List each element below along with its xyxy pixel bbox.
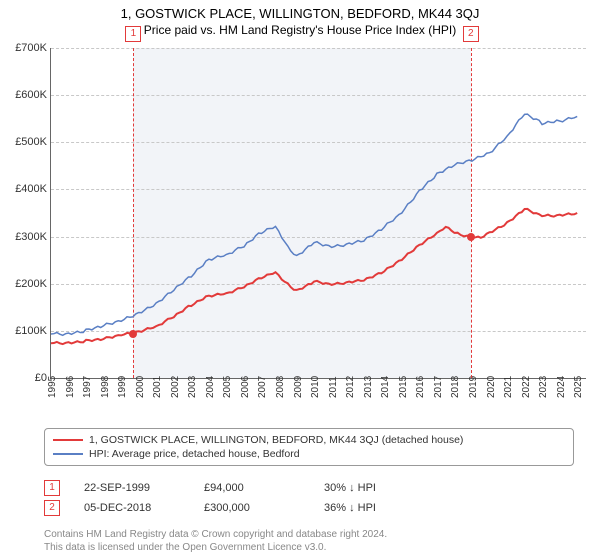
x-tick-label: 2019 (468, 376, 479, 398)
chart-title: 1, GOSTWICK PLACE, WILLINGTON, BEDFORD, … (0, 0, 600, 21)
plot-svg (51, 48, 586, 378)
annotation-date-1: 22-SEP-1999 (84, 482, 204, 494)
x-tick-label: 2003 (187, 376, 198, 398)
x-tick-label: 2015 (398, 376, 409, 398)
x-tick-label: 2022 (521, 376, 532, 398)
annotation-price-2: £300,000 (204, 502, 324, 514)
y-tick-label: £700K (15, 42, 51, 54)
y-tick-label: £600K (15, 89, 51, 101)
annotation-pct-1: 30% ↓ HPI (324, 482, 376, 494)
y-tick-label: £500K (15, 136, 51, 148)
x-tick-label: 2011 (328, 376, 339, 398)
annotation-price-1: £94,000 (204, 482, 324, 494)
annotation-date-2: 05-DEC-2018 (84, 502, 204, 514)
marker-dot-2 (467, 233, 475, 241)
x-tick-label: 2025 (573, 376, 584, 398)
y-tick-label: £100K (15, 325, 51, 337)
x-tick-label: 2014 (380, 376, 391, 398)
annotation-row-2: 2 05-DEC-2018 £300,000 36% ↓ HPI (44, 498, 574, 518)
x-tick-label: 2000 (135, 376, 146, 398)
x-tick-label: 2008 (275, 376, 286, 398)
x-tick-label: 2004 (205, 376, 216, 398)
legend-row-hpi: HPI: Average price, detached house, Bedf… (53, 447, 565, 461)
y-tick-label: £400K (15, 183, 51, 195)
marker-box-1: 1 (125, 26, 141, 42)
x-tick-label: 2023 (538, 376, 549, 398)
x-tick-label: 1998 (100, 376, 111, 398)
legend-swatch-property (53, 439, 83, 441)
annotation-pct-2: 36% ↓ HPI (324, 502, 376, 514)
x-tick-label: 2024 (556, 376, 567, 398)
x-tick-label: 2021 (503, 376, 514, 398)
legend-label-property: 1, GOSTWICK PLACE, WILLINGTON, BEDFORD, … (89, 434, 463, 446)
chart-subtitle: Price paid vs. HM Land Registry's House … (0, 21, 600, 37)
annotation-id-2: 2 (44, 500, 60, 516)
x-tick-label: 1995 (47, 376, 58, 398)
x-tick-label: 2017 (433, 376, 444, 398)
annotation-table: 1 22-SEP-1999 £94,000 30% ↓ HPI 2 05-DEC… (44, 478, 574, 518)
x-tick-label: 2002 (170, 376, 181, 398)
x-tick-label: 2016 (415, 376, 426, 398)
x-tick-label: 1996 (65, 376, 76, 398)
annotation-id-1: 1 (44, 480, 60, 496)
footer-line2: This data is licensed under the Open Gov… (44, 541, 387, 554)
annotation-row-1: 1 22-SEP-1999 £94,000 30% ↓ HPI (44, 478, 574, 498)
x-tick-label: 1999 (117, 376, 128, 398)
x-tick-label: 2013 (363, 376, 374, 398)
x-tick-label: 2005 (222, 376, 233, 398)
x-tick-label: 2009 (293, 376, 304, 398)
x-tick-label: 2007 (257, 376, 268, 398)
marker-dot-1 (129, 330, 137, 338)
legend-label-hpi: HPI: Average price, detached house, Bedf… (89, 448, 300, 460)
x-tick-label: 2010 (310, 376, 321, 398)
legend-box: 1, GOSTWICK PLACE, WILLINGTON, BEDFORD, … (44, 428, 574, 466)
chart-wrapper: 1, GOSTWICK PLACE, WILLINGTON, BEDFORD, … (0, 0, 600, 560)
x-tick-label: 2018 (450, 376, 461, 398)
legend-row-property: 1, GOSTWICK PLACE, WILLINGTON, BEDFORD, … (53, 433, 565, 447)
x-tick-label: 2020 (486, 376, 497, 398)
x-tick-label: 1997 (82, 376, 93, 398)
x-tick-label: 2001 (152, 376, 163, 398)
footer-text: Contains HM Land Registry data © Crown c… (44, 528, 387, 554)
series-line-hpi (51, 114, 577, 335)
x-tick-label: 2012 (345, 376, 356, 398)
y-tick-label: £300K (15, 231, 51, 243)
legend-swatch-hpi (53, 453, 83, 455)
marker-box-2: 2 (463, 26, 479, 42)
footer-line1: Contains HM Land Registry data © Crown c… (44, 528, 387, 541)
series-line-property (51, 209, 577, 344)
chart-area: £0£100K£200K£300K£400K£500K£600K£700K 19… (50, 48, 586, 379)
y-tick-label: £200K (15, 278, 51, 290)
x-tick-label: 2006 (240, 376, 251, 398)
